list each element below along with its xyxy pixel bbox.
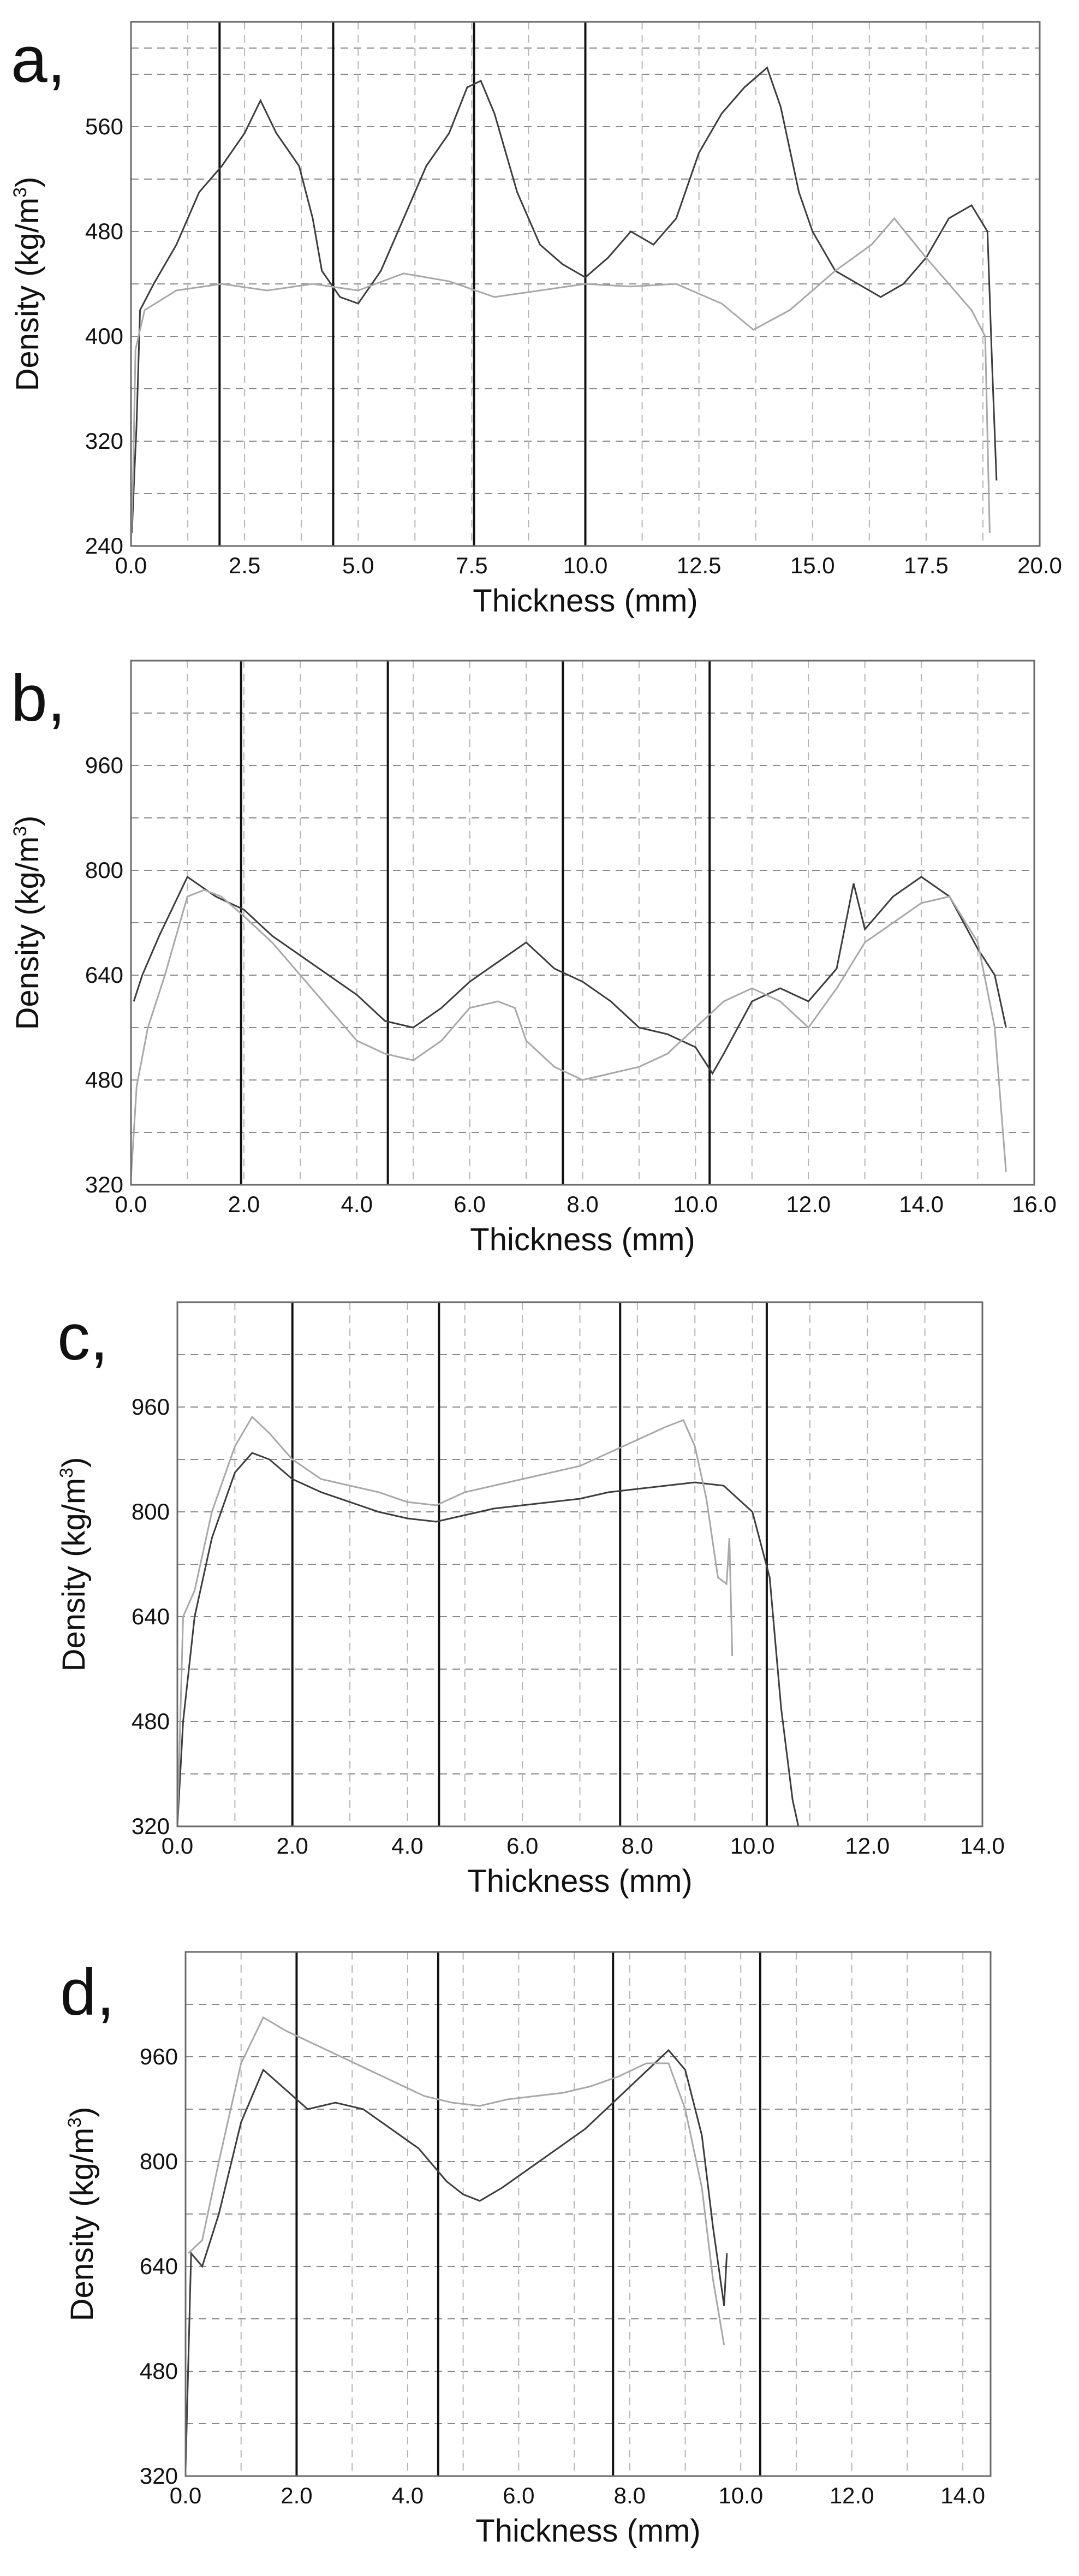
x-tick-label: 16.0: [1012, 1191, 1057, 1217]
plot-frame: [130, 21, 1041, 547]
x-tick-label: 5.0: [342, 553, 374, 578]
plot-frame: [184, 1951, 992, 2477]
x-tick-label: 12.0: [845, 1833, 890, 1859]
y-tick-label: 480: [85, 218, 123, 244]
x-tick-label: 0.0: [115, 1191, 147, 1217]
x-tick-label: 10.0: [673, 1191, 718, 1217]
y-tick-label: 480: [85, 1067, 123, 1093]
series-line-dark: [176, 1452, 800, 1827]
x-tick-label: 8.0: [567, 1191, 598, 1217]
x-tick-label: 14.0: [940, 2483, 985, 2508]
x-tick-label: 12.0: [786, 1191, 831, 1217]
y-tick-label: 960: [140, 2044, 178, 2069]
x-tick-label: 0.0: [115, 553, 147, 578]
y-tick-label: 640: [85, 962, 123, 988]
series-line-dark: [131, 66, 998, 533]
x-tick-label: 12.5: [677, 553, 722, 578]
y-tick-label: 240: [85, 533, 123, 559]
y-tick-label: 480: [140, 2358, 178, 2384]
x-tick-label: 8.0: [614, 2483, 646, 2508]
x-tick-label: 20.0: [1017, 553, 1062, 578]
y-tick-label: 640: [132, 1604, 170, 1629]
y-tick-label: 960: [85, 752, 123, 778]
plot-frame: [130, 660, 1035, 1186]
series-line-dark: [184, 2049, 728, 2470]
x-tick-label: 17.5: [904, 553, 949, 578]
y-tick-label: 960: [132, 1394, 170, 1420]
plot-frame: [176, 1301, 983, 1827]
x-tick-label: 2.0: [281, 2483, 312, 2508]
x-tick-label: 4.0: [341, 1191, 373, 1217]
x-tick-label: 15.0: [790, 553, 835, 578]
y-axis-label: Density (kg/m3): [10, 177, 45, 391]
y-tick-label: 320: [85, 1172, 123, 1197]
panel-label: d,: [60, 1956, 115, 2029]
x-tick-label: 0.0: [170, 2483, 201, 2508]
panel-label: c,: [57, 1301, 108, 1374]
x-tick-label: 8.0: [622, 1833, 653, 1859]
y-tick-label: 400: [85, 323, 123, 349]
y-tick-label: 320: [85, 428, 123, 454]
x-axis-label: Thickness (mm): [467, 1863, 692, 1899]
series-line-light: [188, 2016, 725, 2346]
x-tick-label: 14.0: [899, 1191, 944, 1217]
y-tick-label: 800: [85, 857, 123, 883]
x-tick-label: 4.0: [391, 1833, 423, 1859]
y-tick-label: 480: [132, 1708, 170, 1734]
x-tick-label: 10.0: [730, 1833, 775, 1859]
y-tick-label: 320: [132, 1813, 170, 1839]
x-tick-label: 12.0: [830, 2483, 874, 2508]
chart-panel-b: 320 480 640 800 960 0.0 2.0 4.0 6.0 8.0 10.0 12.0 14…: [10, 660, 1057, 1257]
series-line-dark: [133, 875, 1007, 1075]
y-tick-label: 560: [85, 114, 123, 139]
y-tick-label: 800: [132, 1499, 170, 1524]
y-axis-label: Density (kg/m3): [56, 1457, 92, 1672]
x-tick-label: 2.0: [228, 1191, 260, 1217]
chart-panel-c: 320 480 640 800 960 0.0 2.0 4.0 6.0 8.0 10.0 12.0 14…: [56, 1301, 1005, 1899]
x-tick-label: 10.0: [563, 553, 608, 578]
x-tick-label: 0.0: [162, 1833, 193, 1859]
series-line-light: [130, 217, 991, 547]
x-tick-label: 10.0: [718, 2483, 763, 2508]
y-tick-label: 640: [140, 2253, 178, 2279]
chart-panel-a: 240 320 400 480 560 0.0 2.5 5.0 7.5 10.0 12.5 15.0 1…: [10, 21, 1062, 619]
y-axis-label: Density (kg/m3): [10, 816, 45, 1030]
panel-label: a,: [11, 23, 65, 96]
x-tick-label: 2.0: [277, 1833, 308, 1859]
x-tick-label: 6.0: [503, 2483, 534, 2508]
y-tick-label: 320: [140, 2463, 178, 2489]
x-tick-label: 7.5: [456, 553, 487, 578]
y-tick-label: 800: [140, 2148, 178, 2174]
x-tick-label: 4.0: [392, 2483, 424, 2508]
series-line-light: [130, 889, 1007, 1179]
x-tick-label: 6.0: [506, 1833, 538, 1859]
x-tick-label: 2.5: [229, 553, 260, 578]
y-axis-label: Density (kg/m3): [64, 2107, 100, 2322]
series-line-light: [176, 1415, 734, 1827]
chart-panel-d: 320 480 640 800 960 0.0 2.0 4.0 6.0 8.0 10.0 12.0 14…: [60, 1951, 992, 2549]
x-tick-label: 6.0: [454, 1191, 485, 1217]
x-axis-label: Thickness (mm): [473, 583, 698, 619]
panel-label: b,: [11, 662, 65, 735]
x-axis-label: Thickness (mm): [475, 2513, 700, 2549]
x-tick-label: 14.0: [960, 1833, 1005, 1859]
x-axis-label: Thickness (mm): [470, 1222, 695, 1257]
